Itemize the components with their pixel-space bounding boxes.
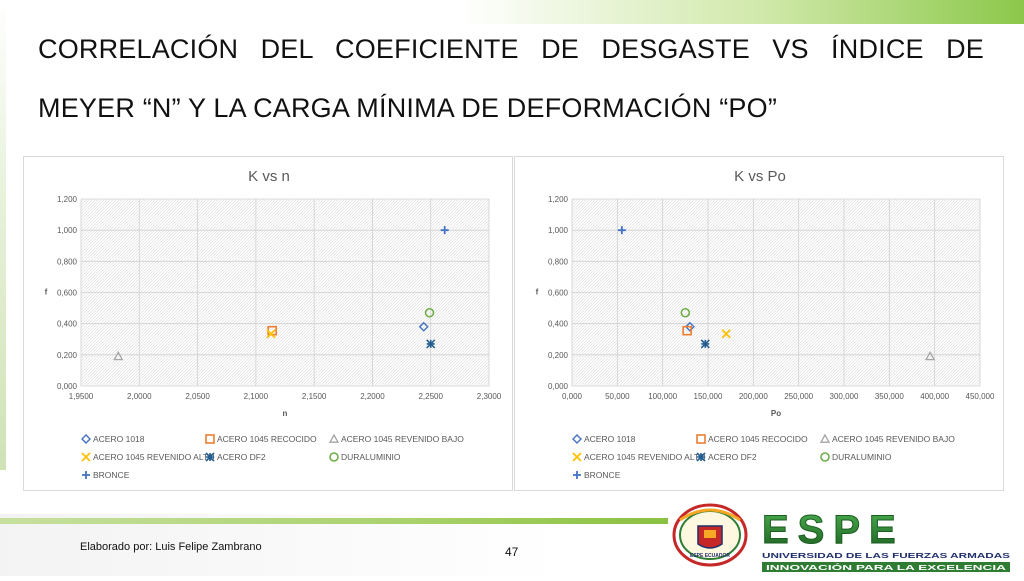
legend-entry: BRONCE (584, 470, 621, 480)
data-point (617, 226, 626, 235)
logo-motto: INNOVACIÓN PARA LA EXCELENCIA (766, 563, 1006, 572)
legend-marker (81, 434, 91, 444)
chart-title: K vs n (248, 168, 290, 185)
legend-marker (696, 452, 706, 462)
data-point (266, 329, 276, 339)
x-tick-label: 0,000 (562, 392, 583, 401)
data-point (113, 351, 124, 361)
legend-marker (328, 433, 340, 443)
legend-marker (572, 434, 582, 444)
chart-k-vs-n: K vs n 0,000 0,200 0,400 0,600 0,800 1,000 1,20… (23, 156, 513, 491)
x-tick-label: 1,9500 (69, 392, 94, 401)
x-tick-label: 350,000 (875, 392, 904, 401)
y-tick-label: 1,200 (57, 195, 78, 204)
data-point (426, 339, 436, 349)
y-tick-label: 0,600 (548, 289, 569, 298)
chart-k-vs-n-svg: K vs n 0,000 0,200 0,400 0,600 0,800 1,000 1,20… (45, 168, 502, 480)
legend-marker (696, 434, 706, 444)
data-point (424, 307, 435, 318)
espe-logo-svg: ESPE ECUADOR ESPE UNIVERSIDAD DE LAS FUE… (672, 503, 1010, 572)
x-tick-label: 450,000 (966, 392, 995, 401)
x-tick-label: 2,0500 (185, 392, 210, 401)
page-number: 47 (505, 545, 519, 559)
y-tick-label: 0,800 (57, 257, 78, 266)
legend-entry: BRONCE (93, 470, 130, 480)
legend-marker (819, 433, 831, 443)
slide-title: CORRELACIÓN DEL COEFICIENTE DE DESGASTE … (38, 34, 984, 123)
legend-marker (820, 452, 830, 462)
y-tick-label: 1,000 (548, 226, 569, 235)
legend-marker (329, 452, 339, 462)
x-axis-label: Po (771, 409, 781, 418)
legend-entry: ACERO 1045 RECOCIDO (217, 434, 317, 444)
legend-entry: DURALUMINIO (341, 452, 401, 462)
legend-entry: ACERO 1045 REVENIDO BAJO (341, 434, 464, 444)
data-point (418, 321, 429, 332)
x-tick-label: 2,3000 (477, 392, 502, 401)
x-tick-label: 300,000 (830, 392, 859, 401)
x-tick-label: 400,000 (920, 392, 949, 401)
y-tick-label: 0,600 (57, 289, 78, 298)
x-tick-label: 2,2500 (418, 392, 443, 401)
author-credit: Elaborado por: Luis Felipe Zambrano (80, 541, 262, 553)
x-axis-label: n (283, 409, 288, 418)
data-point (925, 351, 936, 361)
data-point (682, 325, 692, 336)
legend-marker (81, 452, 91, 462)
header-gradient-bar (0, 0, 1024, 24)
legend-marker (572, 452, 582, 462)
x-tick-label: 150,000 (694, 392, 723, 401)
data-point (700, 339, 710, 349)
university-emblem-icon: ESPE ECUADOR (672, 503, 748, 567)
x-tick-label: 2,1000 (244, 392, 269, 401)
chart-k-vs-po: K vs Po 0,000 0,200 0,400 0,600 0,800 1,000 1,2… (514, 156, 1004, 491)
data-point (680, 307, 691, 318)
y-tick-label: 0,400 (57, 320, 78, 329)
legend-marker (205, 434, 215, 444)
y-tick-label: 0,200 (57, 351, 78, 360)
legend-marker (573, 471, 581, 479)
logo-motto-band (762, 562, 1010, 572)
emblem-caption: ESPE ECUADOR (690, 553, 730, 559)
legend-entry: ACERO DF2 (217, 452, 266, 462)
data-point (721, 329, 731, 339)
y-tick-label: 0,000 (548, 382, 569, 391)
legend-entry: ACERO 1045 REVENIDO ALTO (93, 452, 215, 462)
legend-entry: ACERO 1045 REVENIDO BAJO (832, 434, 955, 444)
x-tick-label: 2,2000 (360, 392, 385, 401)
y-tick-label: 0,200 (548, 351, 569, 360)
y-tick-label: 0,400 (548, 320, 569, 329)
left-accent-rule (0, 0, 6, 470)
x-tick-label: 50,000 (605, 392, 630, 401)
x-tick-label: 100,000 (648, 392, 677, 401)
x-tick-label: 200,000 (739, 392, 768, 401)
x-tick-label: 250,000 (784, 392, 813, 401)
footer-green-stripe (0, 518, 700, 524)
legend-entry: ACERO 1045 REVENIDO ALTO (584, 452, 706, 462)
data-point (440, 226, 449, 235)
y-tick-label: 1,200 (548, 195, 569, 204)
y-axis-label: f (45, 288, 48, 297)
logo-university-name: UNIVERSIDAD DE LAS FUERZAS ARMADAS (762, 551, 1010, 560)
espe-logo: ESPE ECUADOR ESPE UNIVERSIDAD DE LAS FUE… (668, 500, 1024, 576)
legend-entry: ACERO 1018 (584, 434, 636, 444)
legend-entry: ACERO 1045 RECOCIDO (708, 434, 808, 444)
x-tick-label: 2,0000 (127, 392, 152, 401)
chart-k-vs-po-svg: K vs Po 0,000 0,200 0,400 0,600 0,800 1,000 1,2… (536, 168, 995, 480)
legend-entry: ACERO DF2 (708, 452, 757, 462)
y-tick-label: 0,000 (57, 382, 78, 391)
legend-marker (82, 471, 90, 479)
x-tick-label: 2,1500 (302, 392, 327, 401)
logo-wordmark: ESPE (762, 508, 905, 552)
y-tick-label: 0,800 (548, 257, 569, 266)
legend-entry: DURALUMINIO (832, 452, 892, 462)
legend-entry: ACERO 1018 (93, 434, 145, 444)
data-point (684, 321, 695, 332)
y-tick-label: 1,000 (57, 226, 78, 235)
y-axis-label: f (536, 288, 539, 297)
chart-title: K vs Po (734, 168, 786, 185)
legend-marker (205, 452, 215, 462)
